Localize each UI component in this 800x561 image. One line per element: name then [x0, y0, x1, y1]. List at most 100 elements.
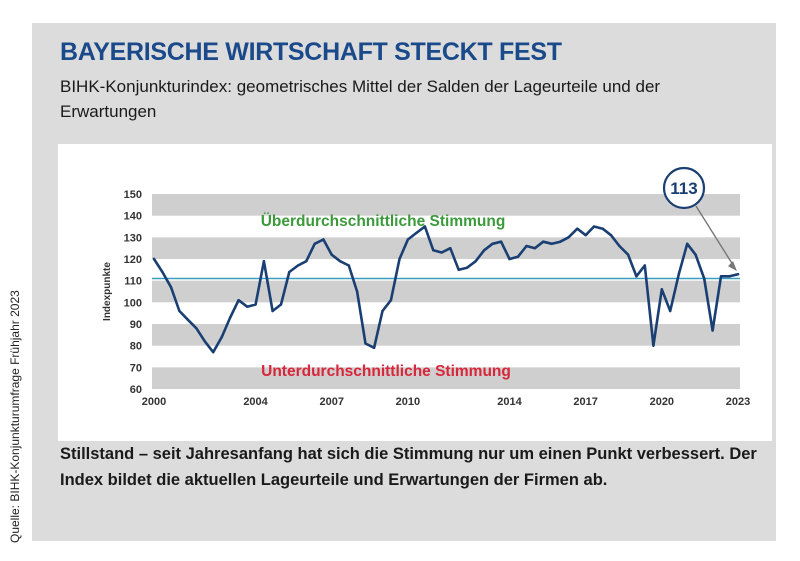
headline: BAYERISCHE WIRTSCHAFT STECKT FEST [60, 38, 562, 66]
y-tick-label: 60 [130, 384, 142, 396]
data-point [288, 270, 291, 274]
line-chart: 60 70 80 90 100 110 120 130 140 150 2000 2004 2007 20… [102, 166, 750, 408]
callout-circle [662, 166, 706, 210]
data-point [237, 298, 240, 302]
data-point [584, 233, 587, 237]
data-point [491, 242, 494, 246]
y-tick-label: 110 [124, 276, 142, 288]
data-point [550, 242, 554, 246]
data-point [736, 272, 740, 276]
grid-band [152, 324, 740, 346]
data-point [635, 275, 638, 278]
x-tick-label: 2023 [726, 396, 750, 408]
callout-pointer [695, 205, 736, 269]
infographic-panel: BAYERISCHE WIRTSCHAFT STECKT FEST BIHK-K… [32, 23, 776, 541]
data-point [305, 259, 308, 263]
data-point [186, 318, 189, 321]
data-point [677, 272, 681, 276]
data-point [559, 240, 562, 243]
data-point [152, 257, 156, 261]
data-point [245, 305, 249, 308]
chart-area: 60 70 80 90 100 110 120 130 140 150 2000 2004 2007 20… [58, 144, 772, 441]
y-tick-label: 100 [124, 297, 142, 309]
data-point [271, 309, 274, 313]
data-point [279, 303, 283, 306]
data-point [533, 246, 537, 250]
data-point [262, 259, 266, 263]
source-note: Quelle: BIHK-Konjunkturumfrage Frühjahr … [8, 290, 22, 543]
data-point [601, 227, 604, 230]
data-point [703, 277, 706, 280]
x-tick-label: 2004 [243, 396, 268, 408]
data-point [406, 238, 410, 241]
caption: Stillstand – seit Jahresanfang hat sich … [60, 445, 757, 489]
below-average-label: Unterdurchschnittliche Stimmung [261, 363, 511, 380]
data-point [389, 298, 393, 302]
data-point [592, 225, 596, 228]
data-point [313, 242, 316, 246]
data-point [669, 309, 672, 313]
grid-band [152, 194, 740, 216]
grid-band [152, 237, 740, 259]
data-point [440, 251, 443, 254]
data-point [482, 249, 486, 252]
data-point [728, 275, 731, 278]
data-point [457, 268, 460, 272]
data-point [542, 240, 545, 243]
grid-band [152, 367, 740, 389]
data-point [178, 309, 181, 313]
data-point [220, 335, 223, 339]
data-point [609, 233, 613, 237]
data-point [508, 257, 511, 261]
x-tick-label: 2017 [573, 396, 597, 408]
data-point [423, 225, 427, 228]
data-point [347, 264, 350, 267]
data-point [364, 342, 367, 345]
y-tick-label: 140 [124, 211, 142, 223]
callout-arrowhead [728, 261, 737, 272]
data-point [626, 253, 630, 256]
data-point [567, 236, 570, 239]
data-point [618, 244, 621, 248]
subtitle: BIHK-Konjunkturindex: geometrisches Mitt… [60, 77, 661, 121]
data-point [355, 290, 359, 293]
x-tick-label: 2000 [142, 396, 166, 408]
data-point [719, 275, 723, 278]
series-line [152, 225, 740, 354]
x-tick-label: 2007 [319, 396, 343, 408]
data-point [643, 264, 647, 267]
y-tick-label: 80 [130, 341, 142, 353]
data-point [372, 346, 376, 350]
data-point [211, 350, 215, 354]
y-tick-label: 90 [130, 319, 142, 331]
data-point [330, 253, 333, 256]
data-point [322, 238, 325, 241]
x-tick-label: 2010 [396, 396, 420, 408]
data-point [169, 285, 173, 289]
grid-band [152, 280, 740, 303]
data-point [474, 259, 477, 263]
data-point [203, 340, 206, 343]
data-point [652, 344, 655, 347]
data-point [398, 257, 401, 261]
data-point [686, 242, 689, 246]
data-point [296, 264, 300, 267]
data-point [516, 255, 520, 259]
data-point [228, 316, 232, 319]
data-point [195, 327, 198, 330]
data-point [449, 246, 452, 250]
data-point [161, 270, 164, 274]
x-tick-label: 2020 [650, 396, 674, 408]
data-point [338, 259, 342, 263]
data-point [465, 266, 469, 269]
data-point [254, 303, 257, 306]
data-point [711, 329, 714, 332]
x-tick-label: 2014 [497, 396, 522, 408]
above-average-label: Überdurchschnittliche Stimmung [261, 213, 506, 230]
data-point [499, 240, 503, 243]
y-tick-label: 150 [124, 189, 142, 201]
data-point [576, 227, 579, 230]
y-axis-label: Indexpunkte [102, 262, 113, 321]
y-tick-label: 70 [130, 362, 142, 374]
data-point [694, 253, 697, 256]
